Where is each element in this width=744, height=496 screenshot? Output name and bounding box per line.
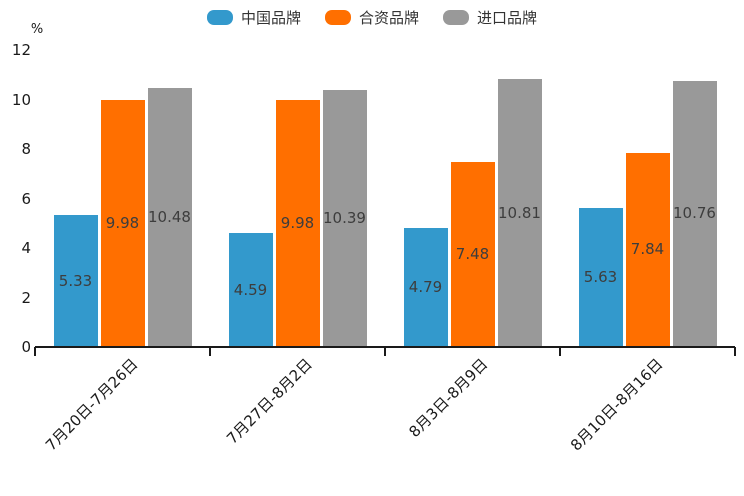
- y-axis-unit-label: %: [30, 22, 44, 37]
- x-axis-tick: [34, 347, 36, 356]
- bar-value-label: 5.33: [58, 271, 93, 290]
- x-tick-label: 7月20日-7月26日: [41, 355, 142, 455]
- bar: [403, 228, 448, 347]
- y-tick-label: 12: [11, 41, 31, 59]
- y-tick-label: 10: [11, 90, 31, 109]
- legend-label: 进口品牌: [477, 9, 538, 27]
- bar-value-label: 4.79: [408, 278, 443, 297]
- bar: [147, 87, 192, 347]
- bar-value-label: 10.81: [498, 203, 541, 222]
- bar-value-label: 10.48: [148, 207, 191, 226]
- bar-value-label: 10.39: [323, 208, 366, 227]
- y-tick-label: 2: [21, 288, 31, 307]
- x-tick-label: 8月3日-8月9日: [405, 355, 492, 441]
- bar: [497, 79, 542, 347]
- bar: [322, 89, 367, 347]
- bar: [578, 207, 623, 347]
- x-axis-tick: [384, 347, 386, 356]
- legend-label: 中国品牌: [240, 9, 301, 27]
- bar-value-label: 4.59: [233, 280, 268, 299]
- bar: [100, 99, 145, 347]
- legend-item[interactable]: 合资品牌: [324, 7, 419, 28]
- legend-label: 合资品牌: [358, 9, 419, 27]
- bar: [672, 80, 717, 347]
- bar-value-label: 7.84: [630, 240, 665, 259]
- y-tick-label: 6: [21, 189, 31, 208]
- bar-value-label: 10.76: [673, 204, 716, 223]
- bar-value-label: 9.98: [280, 213, 315, 232]
- legend-item[interactable]: 中国品牌: [206, 7, 301, 28]
- x-axis-tick: [734, 347, 736, 356]
- bar: [625, 152, 670, 347]
- legend: 中国品牌 合资品牌 进口品牌: [0, 7, 744, 28]
- x-axis-tick: [209, 347, 211, 356]
- x-tick-label: 8月10日-8月16日: [566, 355, 667, 455]
- legend-swatch: [324, 10, 351, 25]
- y-tick-label: 4: [21, 239, 31, 257]
- x-axis-tick: [559, 347, 561, 356]
- legend-item[interactable]: 进口品牌: [443, 7, 537, 28]
- bar: [53, 215, 98, 347]
- bar: [275, 99, 320, 347]
- bar-value-label: 5.63: [583, 267, 618, 286]
- y-tick-label: 8: [21, 140, 31, 158]
- legend-swatch: [206, 10, 233, 25]
- bar-value-label: 7.48: [455, 244, 490, 263]
- x-tick-label: 7月27日-8月2日: [223, 355, 317, 448]
- bar: [228, 233, 273, 347]
- bar-value-label: 9.98: [105, 213, 140, 232]
- y-tick-label: 0: [21, 338, 31, 356]
- bar: [450, 161, 495, 347]
- legend-swatch: [443, 10, 469, 25]
